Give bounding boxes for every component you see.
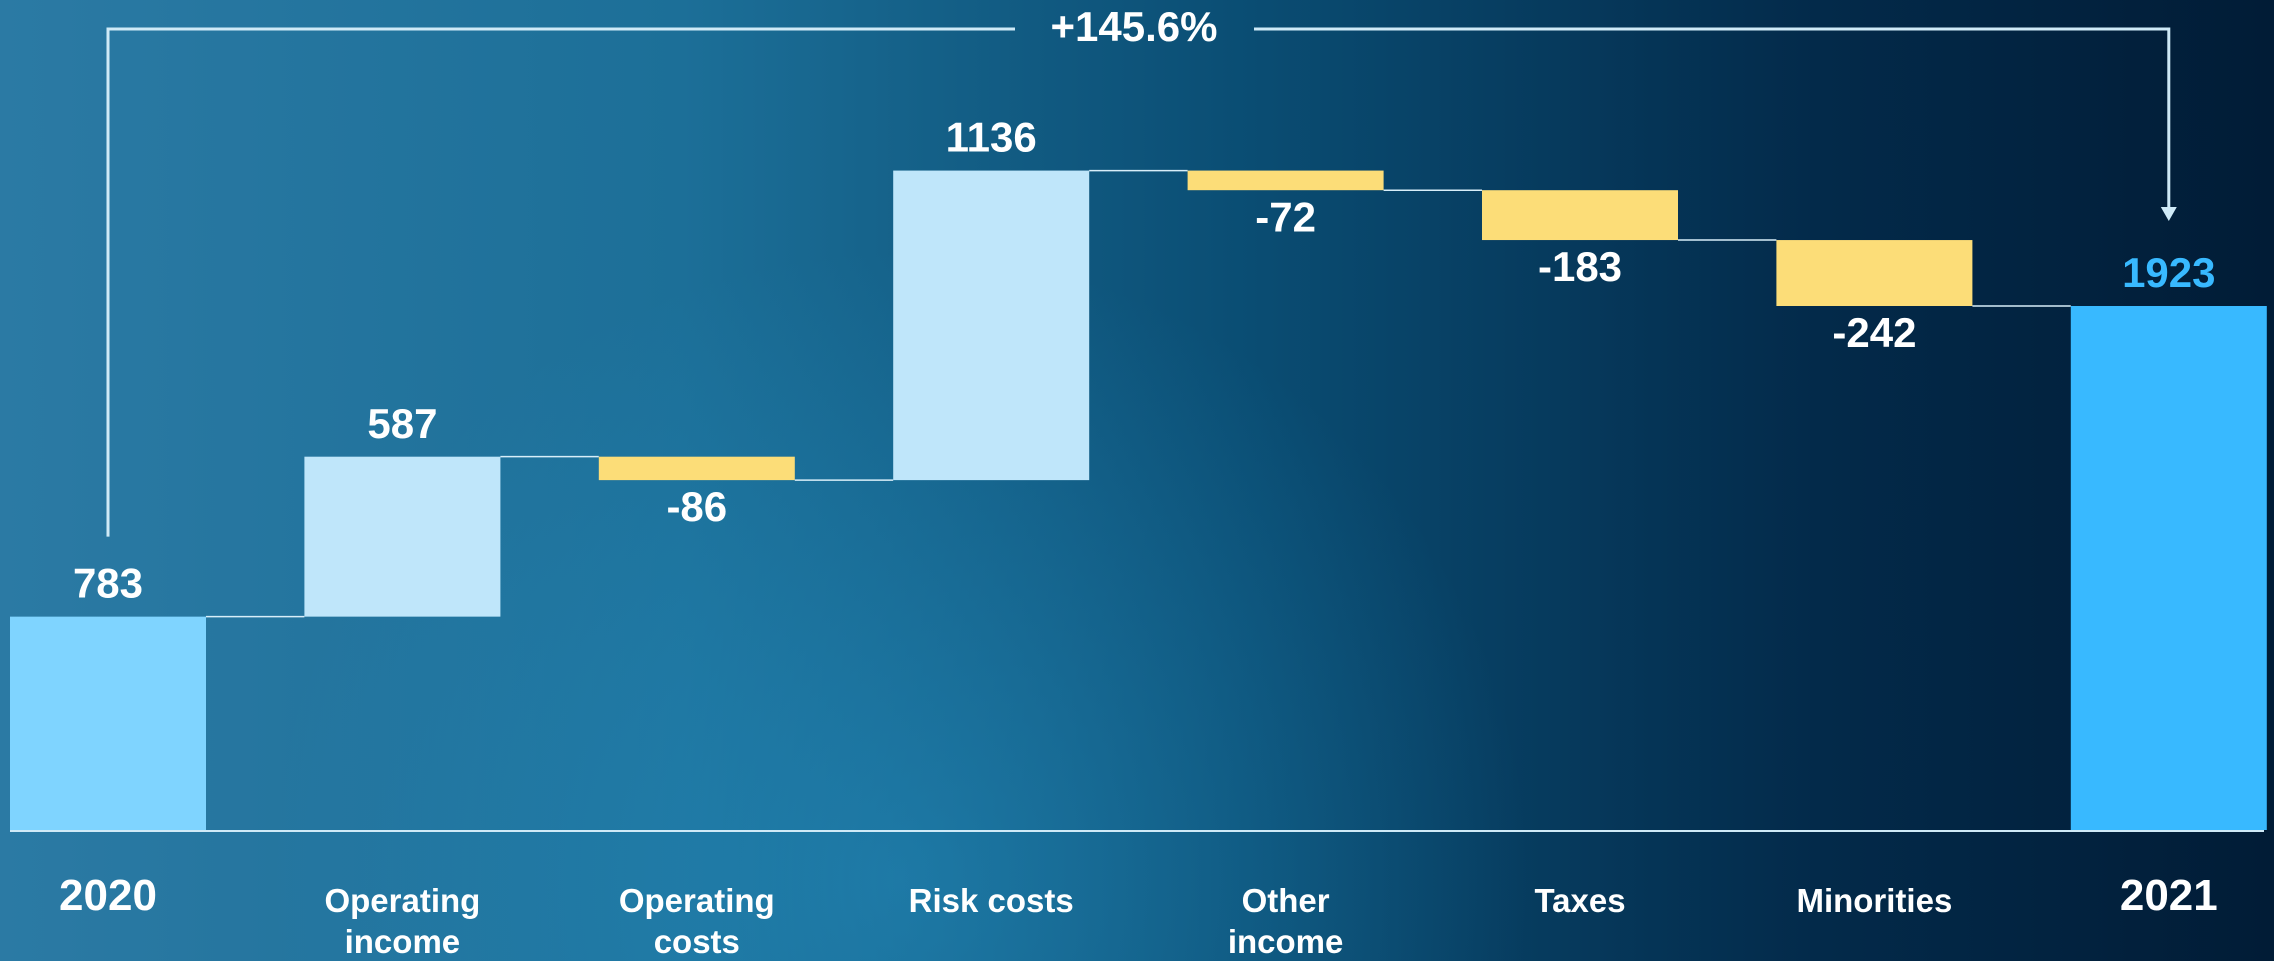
value-label: -72 [1255,193,1316,240]
category-label: Operating costs [618,882,775,961]
category-label: 2021 [2119,871,2218,920]
bar [1482,190,1678,241]
category-label: Other income [1227,882,1344,961]
bracket-left [106,27,1015,537]
bar [2070,306,2267,830]
value-label: 1136 [946,114,1037,161]
bar [893,170,1090,481]
category-label: 2020 [59,871,157,920]
value-label: -86 [666,483,727,530]
category-label: Minorities [1796,882,1953,919]
arrow-head [2160,207,2177,221]
annotation: +145.6% [1051,3,1218,50]
value-label: 1923 [2122,249,2215,296]
bar [10,616,206,830]
bracket-right [1254,27,2171,211]
category-label: Operating income [324,882,481,961]
bar [304,456,501,617]
value-label: 587 [367,400,437,447]
value-label: -242 [1832,309,1916,356]
bar [1776,240,1973,306]
value-label: 783 [73,560,143,607]
category-label: Taxes [1534,882,1626,919]
value-label: -183 [1538,243,1622,290]
category-label: Risk costs [908,882,1074,919]
bar [1187,170,1384,191]
bar [598,456,795,481]
